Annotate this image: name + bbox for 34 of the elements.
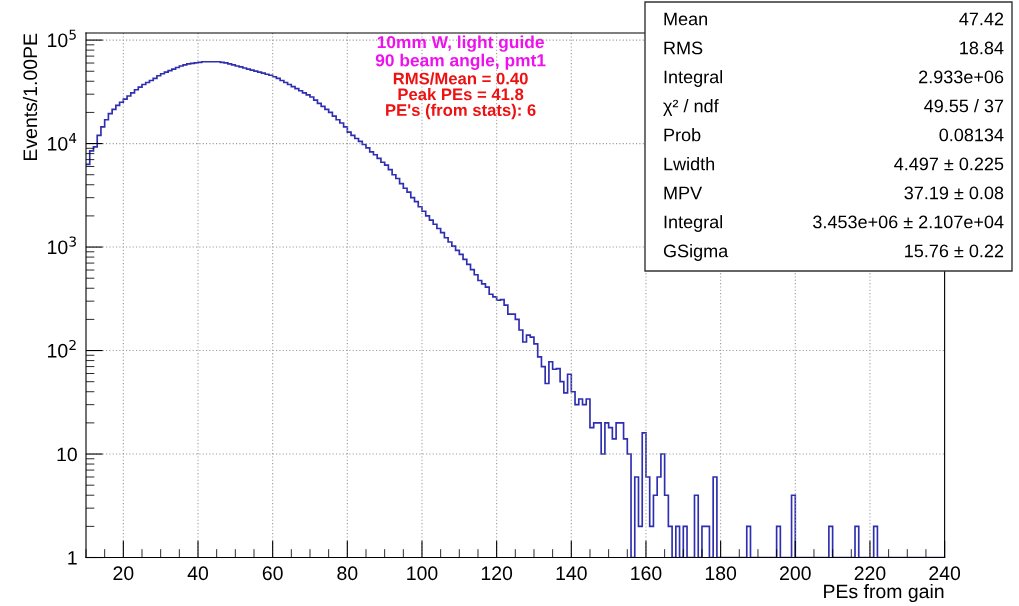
x-tick-label: 40 bbox=[187, 566, 209, 581]
annotation: Peak PEs = 41.8 bbox=[398, 87, 524, 101]
annotation: RMS/Mean = 0.40 bbox=[393, 72, 528, 85]
text: Integral 2.933e+06 bbox=[664, 70, 1004, 87]
x-tick-label: 240 bbox=[929, 566, 961, 581]
x-tick-label: 200 bbox=[780, 566, 811, 581]
annotation: 90 beam angle, pmt1 bbox=[375, 53, 546, 70]
x-tick-label: 220 bbox=[854, 566, 886, 581]
y-tick-label: 1 bbox=[68, 551, 77, 565]
y-tick-label: 10 bbox=[57, 447, 77, 462]
text: GSigma 15.76 ± 0.22 bbox=[663, 244, 1004, 261]
y-tick-label: 10$^{3}$ bbox=[48, 236, 76, 255]
x-tick-label: 60 bbox=[262, 566, 283, 581]
x-tick-label: 140 bbox=[556, 566, 587, 581]
text: Integral 3.453e+06 ± 2.107e+04 bbox=[664, 215, 1004, 232]
text: MPV 37.19 ± 0.08 bbox=[664, 186, 1004, 200]
annotation: 10mm W, light guide bbox=[377, 35, 544, 52]
x-tick-label: 80 bbox=[337, 566, 358, 581]
annotation: PE's (from stats): 6 bbox=[386, 103, 536, 120]
y-tick-label: 10$^{4}$ bbox=[48, 133, 77, 151]
x-tick-label: 160 bbox=[631, 566, 662, 581]
text: Prob 0.08134 bbox=[664, 128, 1004, 142]
x-axis-title: PEs from gain bbox=[824, 583, 944, 603]
text: Mean 47.42 bbox=[664, 12, 1004, 26]
text: RMS 18.84 bbox=[664, 41, 1004, 55]
y-axis-title: Events/1.00PE bbox=[22, 33, 38, 161]
y-tick-label: 10$^{5}$ bbox=[48, 29, 76, 48]
x-tick-label: 100 bbox=[407, 566, 438, 581]
x-tick-label: 20 bbox=[113, 566, 134, 581]
text: Lwidth 4.497 ± 0.225 bbox=[664, 157, 1004, 171]
x-tick-label: 120 bbox=[481, 566, 513, 581]
text: χ² / ndf 49.55 / 37 bbox=[663, 99, 1004, 116]
y-tick-label: 10$^{2}$ bbox=[48, 339, 76, 358]
x-tick-label: 180 bbox=[705, 566, 737, 581]
